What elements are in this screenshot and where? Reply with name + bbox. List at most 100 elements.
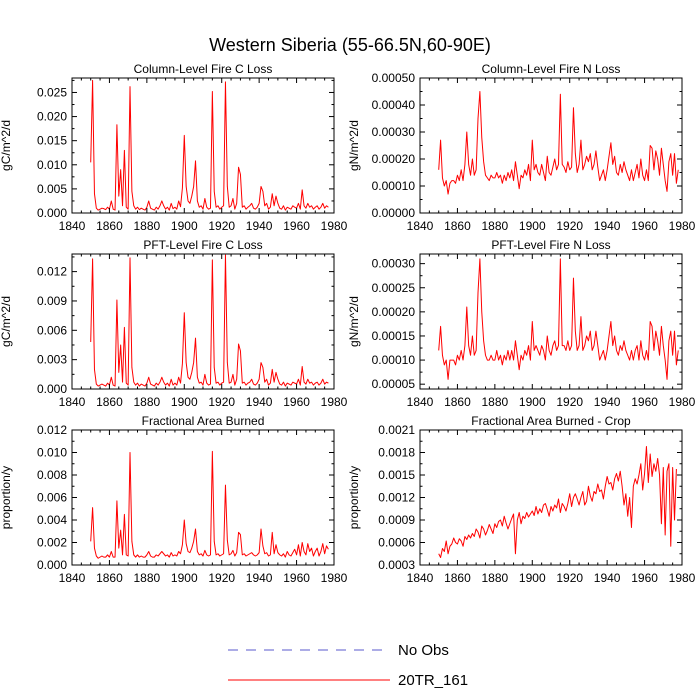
- series-line-20tr-161: [438, 446, 677, 558]
- x-tick-label: 1860: [96, 219, 123, 233]
- y-axis-label: proportion/y: [347, 466, 361, 529]
- y-tick-label: 0.00010: [372, 179, 416, 193]
- x-tick-label: 1960: [283, 395, 310, 409]
- panel-column-n-loss: Column-Level Fire N Loss gN/m^2/d 1840 1860…: [347, 62, 696, 233]
- x-tick-label: 1940: [594, 395, 621, 409]
- y-tick-label: 0.00020: [372, 305, 416, 319]
- x-tick-label: 1880: [482, 395, 509, 409]
- y-tick-label: 0.00050: [372, 71, 416, 85]
- x-tick-label: 1900: [519, 219, 546, 233]
- y-tick-label: 0.0021: [378, 423, 415, 437]
- y-tick-label: 0.002: [37, 536, 67, 550]
- x-tick-label: 1840: [407, 571, 434, 585]
- x-tick-label: 1900: [171, 395, 198, 409]
- x-tick-label: 1880: [134, 219, 161, 233]
- x-tick-label: 1860: [444, 571, 471, 585]
- y-tick-label: 0.006: [37, 491, 67, 505]
- y-tick-label: 0.010: [37, 446, 67, 460]
- y-tick-label: 0.00000: [372, 206, 416, 220]
- x-tick-label: 1940: [594, 571, 621, 585]
- x-tick-label: 1980: [321, 571, 348, 585]
- y-tick-label: 0.000: [37, 382, 67, 396]
- y-axis-label: gC/m^2/d: [0, 120, 13, 171]
- y-tick-label: 0.00030: [372, 125, 416, 139]
- x-tick-label: 1960: [283, 219, 310, 233]
- panel-title: PFT-Level Fire N Loss: [491, 238, 610, 252]
- x-tick-label: 1880: [134, 571, 161, 585]
- x-tick-label: 1920: [208, 571, 235, 585]
- y-tick-label: 0.009: [37, 294, 67, 308]
- series-line-20tr-161: [90, 79, 329, 211]
- y-tick-label: 0.00005: [372, 377, 416, 391]
- x-tick-label: 1940: [246, 571, 273, 585]
- x-tick-label: 1960: [631, 571, 658, 585]
- x-tick-label: 1900: [519, 395, 546, 409]
- series-line-20tr-161: [438, 258, 679, 380]
- panel-title: Fractional Area Burned - Crop: [471, 414, 631, 428]
- x-tick-label: 1960: [631, 219, 658, 233]
- plot-frame: [419, 429, 683, 566]
- panel-title: Fractional Area Burned: [142, 414, 265, 428]
- x-tick-label: 1840: [59, 571, 86, 585]
- y-tick-label: 0.015: [37, 134, 67, 148]
- plot-frame: [419, 77, 683, 214]
- panel-pft-c-loss: PFT-Level Fire C Loss gC/m^2/d 1840 1860 188…: [0, 238, 348, 409]
- y-tick-label: 0.0015: [378, 468, 415, 482]
- plot-frame: [71, 77, 335, 214]
- x-tick-label: 1960: [631, 395, 658, 409]
- y-tick-label: 0.00010: [372, 353, 416, 367]
- x-tick-label: 1840: [59, 395, 86, 409]
- x-tick-label: 1940: [246, 219, 273, 233]
- y-tick-label: 0.008: [37, 468, 67, 482]
- x-tick-label: 1840: [407, 219, 434, 233]
- x-tick-label: 1860: [96, 571, 123, 585]
- panel-fractional-area-burned: Fractional Area Burned proportion/y 1840 18…: [0, 414, 348, 585]
- y-tick-label: 0.0003: [378, 558, 415, 572]
- y-tick-label: 0.0012: [378, 491, 415, 505]
- panel-title: PFT-Level Fire C Loss: [143, 238, 262, 252]
- y-tick-label: 0.012: [37, 265, 67, 279]
- y-axis-label: proportion/y: [0, 466, 13, 529]
- y-tick-label: 0.00030: [372, 257, 416, 271]
- series-line-20tr-161: [438, 91, 679, 195]
- legend-label-20tr-161: 20TR_161: [398, 672, 468, 689]
- panel-title: Column-Level Fire N Loss: [482, 62, 621, 76]
- plot-frame: [71, 253, 335, 390]
- y-tick-label: 0.00020: [372, 152, 416, 166]
- panel-pft-n-loss: PFT-Level Fire N Loss gN/m^2/d 1840 1860 188…: [347, 238, 696, 409]
- x-tick-label: 1880: [482, 219, 509, 233]
- x-tick-label: 1960: [283, 571, 310, 585]
- x-tick-label: 1940: [594, 219, 621, 233]
- y-tick-label: 0.00025: [372, 281, 416, 295]
- x-tick-label: 1920: [208, 395, 235, 409]
- x-tick-label: 1900: [171, 571, 198, 585]
- y-tick-label: 0.006: [37, 323, 67, 337]
- series-line-20tr-161: [90, 254, 329, 387]
- y-tick-label: 0.000: [37, 206, 67, 220]
- plot-frame: [71, 429, 335, 566]
- x-tick-label: 1860: [96, 395, 123, 409]
- x-tick-label: 1860: [444, 219, 471, 233]
- y-tick-label: 0.00040: [372, 98, 416, 112]
- x-tick-label: 1940: [246, 395, 273, 409]
- plot-frame: [419, 253, 683, 390]
- y-tick-label: 0.020: [37, 110, 67, 124]
- x-tick-label: 1920: [208, 219, 235, 233]
- x-tick-label: 1920: [556, 219, 583, 233]
- legend-label-no-obs: No Obs: [398, 642, 449, 659]
- x-tick-label: 1980: [669, 219, 696, 233]
- x-tick-label: 1860: [444, 395, 471, 409]
- series-line-20tr-161: [90, 450, 329, 559]
- y-axis-label: gN/m^2/d: [347, 120, 361, 171]
- x-tick-label: 1840: [59, 219, 86, 233]
- figure-title: Western Siberia (55-66.5N,60-90E): [209, 35, 491, 55]
- x-tick-label: 1980: [669, 395, 696, 409]
- y-tick-label: 0.000: [37, 558, 67, 572]
- x-tick-label: 1900: [171, 219, 198, 233]
- y-tick-label: 0.010: [37, 158, 67, 172]
- y-tick-label: 0.0018: [378, 446, 415, 460]
- panel-fractional-area-burned-crop: Fractional Area Burned - Crop proportion/…: [347, 414, 696, 585]
- legend: No Obs 20TR_161: [228, 642, 468, 689]
- y-tick-label: 0.005: [37, 182, 67, 196]
